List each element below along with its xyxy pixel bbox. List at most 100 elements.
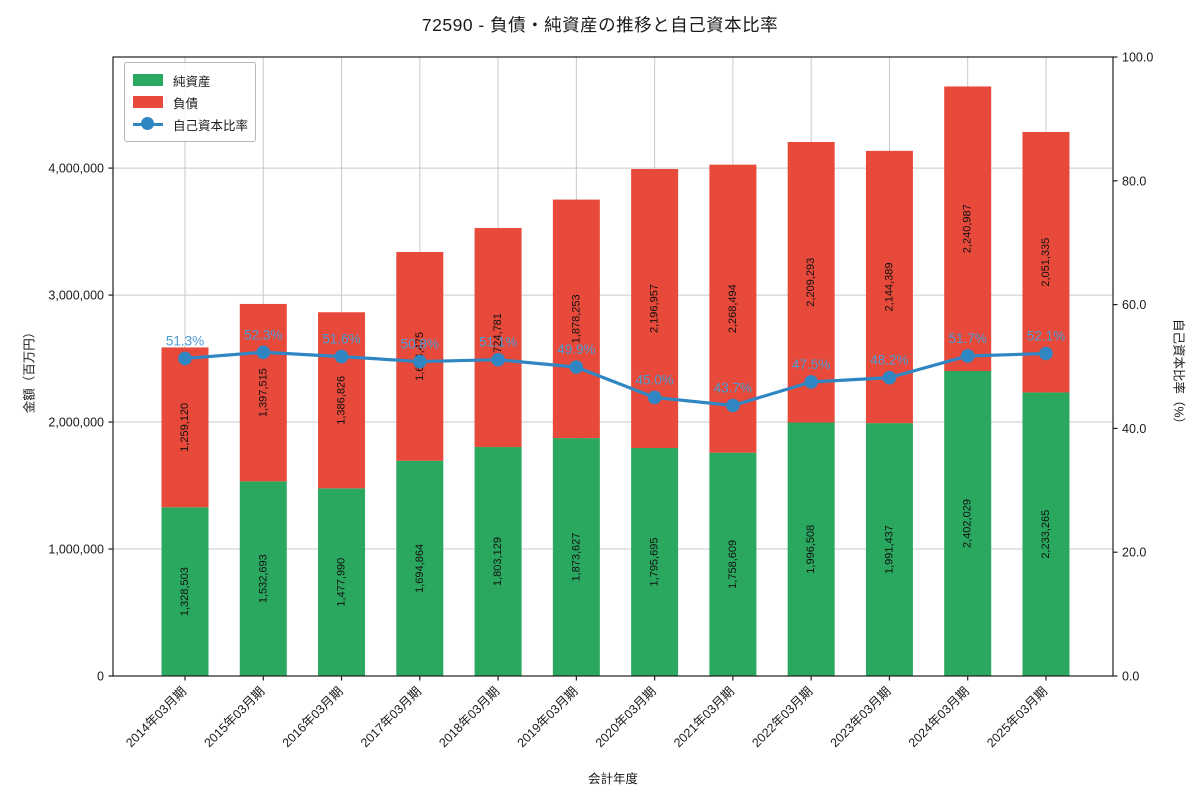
net-assets-bar	[318, 488, 366, 676]
y-axis-tick-label-right: 0.0	[1122, 670, 1139, 684]
liabilities-bar	[161, 347, 209, 508]
net-assets-value-label: 1,532,693	[257, 554, 269, 603]
equity-ratio-marker	[413, 354, 427, 369]
net-assets-value-label: 2,233,265	[1040, 510, 1052, 559]
net-assets-bar	[552, 438, 600, 676]
net-assets-bar	[1022, 392, 1070, 676]
equity-ratio-value-label: 48.2%	[870, 353, 908, 368]
net-assets-swatch-icon	[133, 74, 163, 86]
net-assets-bar	[631, 447, 679, 676]
net-assets-bar	[944, 371, 992, 676]
net-assets-bar	[787, 422, 835, 676]
y-axis-tick-label-right: 40.0	[1122, 422, 1146, 436]
x-axis-tick-label: 2018年03月期	[436, 684, 502, 750]
x-axis-tick-label: 2019年03月期	[515, 684, 581, 750]
equity-ratio-marker	[178, 351, 192, 366]
legend-label-liabilities: 負債	[173, 96, 199, 111]
x-axis-tick-label: 2020年03月期	[593, 684, 659, 750]
net-assets-value-label: 1,873,627	[570, 533, 582, 582]
net-assets-value-label: 1,996,508	[805, 525, 817, 574]
liabilities-bar	[239, 303, 287, 482]
legend-label-net-assets: 純資産	[173, 74, 211, 89]
net-assets-bar	[396, 460, 444, 676]
x-axis-tick-label: 2024年03月期	[906, 684, 972, 750]
x-axis-tick-label: 2025年03月期	[984, 684, 1050, 750]
net-assets-value-label: 2,402,029	[962, 499, 974, 548]
x-axis-tick-label: 2017年03月期	[358, 684, 424, 750]
equity-ratio-marker	[804, 375, 818, 389]
liabilities-value-label: 2,144,389	[883, 263, 895, 312]
legend-item-net-assets: 純資産	[133, 69, 245, 91]
y-axis-tick-label-left: 1,000,000	[48, 543, 104, 557]
equity-ratio-marker	[334, 349, 349, 364]
equity-ratio-value-label: 50.8%	[401, 337, 439, 352]
y-axis-label-right: 自己資本比率（%）	[1171, 318, 1186, 431]
net-assets-value-label: 1,694,864	[414, 544, 426, 593]
equity-ratio-value-label: 51.3%	[166, 333, 204, 348]
equity-ratio-value-label: 47.5%	[792, 357, 830, 372]
x-axis-label: 会計年度	[587, 772, 638, 786]
equity-ratio-value-label: 51.6%	[322, 332, 360, 347]
liabilities-value-label: 2,051,335	[1040, 238, 1052, 287]
liabilities-value-label: 1,386,826	[336, 376, 348, 425]
equity-ratio-marker	[569, 360, 584, 374]
liabilities-value-label: 2,209,293	[805, 258, 817, 307]
equity-ratio-value-label: 52.3%	[244, 327, 282, 342]
legend: 純資産 負債 自己資本比率	[124, 62, 256, 142]
y-axis-tick-label-right: 80.0	[1122, 174, 1146, 188]
y-axis-tick-label-right: 60.0	[1122, 298, 1146, 312]
chart-title: 72590 - 負債・純資産の推移と自己資本比率	[421, 15, 779, 35]
x-axis-tick-label: 2022年03月期	[749, 684, 815, 750]
equity-ratio-value-label: 49.9%	[557, 342, 595, 357]
legend-item-liabilities: 負債	[133, 91, 245, 113]
net-assets-value-label: 1,991,437	[883, 525, 895, 574]
equity-ratio-value-label: 43.7%	[714, 380, 752, 395]
net-assets-bar	[474, 447, 522, 676]
x-axis-tick-label: 2016年03月期	[280, 684, 346, 750]
liabilities-value-label: 1,397,515	[257, 368, 269, 417]
equity-ratio-marker	[491, 352, 505, 367]
y-axis-tick-label-left: 3,000,000	[48, 289, 104, 303]
liabilities-value-label: 1,259,120	[179, 403, 191, 452]
x-axis-tick-label: 2014年03月期	[123, 684, 189, 750]
y-axis-tick-label-left: 2,000,000	[48, 416, 104, 430]
legend-item-equity-ratio: 自己資本比率	[133, 113, 249, 135]
y-axis-tick-label-left: 0	[97, 670, 104, 684]
y-axis-tick-label-left: 4,000,000	[48, 162, 104, 176]
net-assets-value-label: 1,795,695	[649, 538, 661, 587]
y-axis-label-left: 金額（百万円）	[22, 325, 37, 414]
liabilities-bar	[552, 199, 600, 439]
net-assets-value-label: 1,803,129	[492, 537, 504, 586]
liabilities-bar	[318, 312, 366, 489]
x-axis-tick-label: 2023年03月期	[828, 684, 894, 750]
liabilities-value-label: 1,724,781	[492, 313, 504, 362]
y-axis-tick-label-right: 100.0	[1122, 51, 1153, 65]
equity-ratio-marker	[960, 349, 975, 363]
net-assets-value-label: 1,328,503	[179, 567, 191, 616]
x-axis-tick-label: 2021年03月期	[671, 684, 737, 750]
y-axis-tick-label-right: 20.0	[1122, 546, 1146, 560]
equity-ratio-marker	[726, 398, 740, 413]
liabilities-bar	[944, 86, 992, 372]
net-assets-bar	[161, 507, 209, 676]
net-assets-bar	[709, 452, 757, 676]
plot-frame	[112, 56, 1114, 677]
equity-ratio-marker	[256, 345, 271, 360]
equity-ratio-line-swatch-icon	[133, 117, 163, 130]
liabilities-value-label: 2,268,494	[727, 284, 739, 333]
liabilities-value-label: 1,878,253	[570, 294, 582, 343]
equity-ratio-line	[184, 350, 1047, 408]
liabilities-value-label: 2,196,957	[649, 284, 661, 333]
equity-ratio-marker	[647, 390, 662, 405]
equity-ratio-marker	[1039, 346, 1053, 361]
equity-ratio-marker	[882, 370, 897, 385]
net-assets-bar	[239, 481, 287, 676]
liabilities-bar	[474, 228, 522, 448]
equity-ratio-value-label: 45.0%	[635, 372, 673, 387]
net-assets-bar	[865, 423, 913, 676]
equity-ratio-value-label: 51.1%	[479, 335, 517, 350]
legend-label-equity-ratio: 自己資本比率	[173, 118, 249, 133]
x-axis-tick-label: 2015年03月期	[201, 684, 267, 750]
